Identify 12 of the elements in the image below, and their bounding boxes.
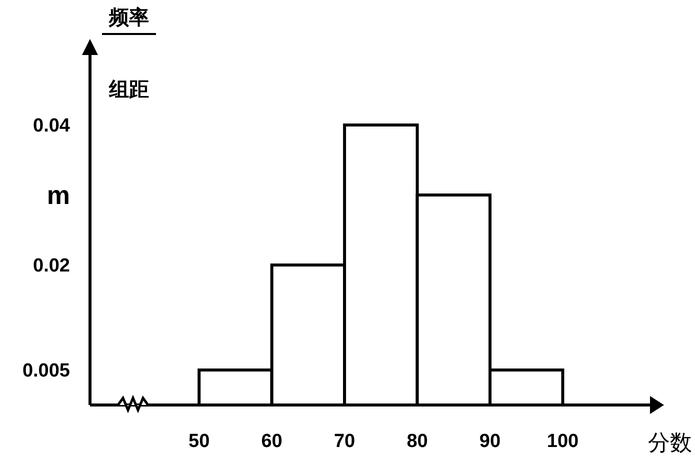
x-tick-label: 50 xyxy=(188,431,210,452)
x-axis-title: 分数 xyxy=(648,430,692,455)
x-tick-label: 70 xyxy=(334,431,356,452)
x-tick-label: 80 xyxy=(406,431,428,452)
text: 频率组距 xyxy=(109,7,149,101)
x-tick-label: 100 xyxy=(546,431,579,452)
y-tick-label: m xyxy=(46,180,70,210)
x-tick-label: 60 xyxy=(261,431,282,452)
y-tick-label: 0.04 xyxy=(33,116,70,137)
y-tick-label: 0.005 xyxy=(22,360,70,382)
y-tick-label: 0.02 xyxy=(33,256,70,277)
x-tick-label: 90 xyxy=(479,431,501,452)
